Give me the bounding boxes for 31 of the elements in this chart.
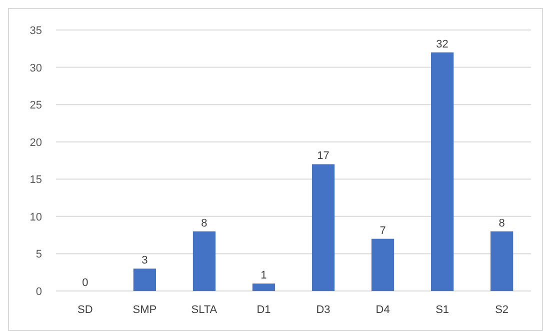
data-label: 8 xyxy=(498,217,505,230)
x-tick-label: SLTA xyxy=(191,304,218,316)
y-tick-label: 10 xyxy=(30,211,42,224)
x-tick-label: D4 xyxy=(376,304,390,316)
y-tick-label: 25 xyxy=(30,100,42,112)
x-tick-label: SD xyxy=(78,304,93,316)
x-tick-label: SMP xyxy=(132,304,157,316)
x-tick-label: D3 xyxy=(316,304,330,316)
data-label: 17 xyxy=(317,150,330,162)
y-tick-label: 0 xyxy=(36,286,42,298)
data-label: 7 xyxy=(380,224,386,237)
data-label: 0 xyxy=(82,277,88,289)
y-tick-label: 20 xyxy=(30,136,42,149)
data-label: 3 xyxy=(142,254,148,267)
y-tick-label: 5 xyxy=(36,248,42,261)
x-tick-label: S1 xyxy=(436,304,450,316)
y-tick-label: 15 xyxy=(30,174,42,186)
x-tick-label: S2 xyxy=(495,304,509,316)
bar xyxy=(371,238,394,291)
bar xyxy=(312,164,335,291)
x-tick-label: D1 xyxy=(256,304,271,316)
data-label: 32 xyxy=(436,38,448,50)
bar xyxy=(192,231,216,291)
bar xyxy=(133,268,156,291)
y-tick-label: 35 xyxy=(30,25,42,37)
y-tick-label: 30 xyxy=(30,62,42,74)
bar xyxy=(431,52,454,291)
data-label: 8 xyxy=(201,217,208,230)
data-label: 1 xyxy=(260,270,267,282)
bar xyxy=(252,284,276,291)
bar xyxy=(490,231,514,291)
